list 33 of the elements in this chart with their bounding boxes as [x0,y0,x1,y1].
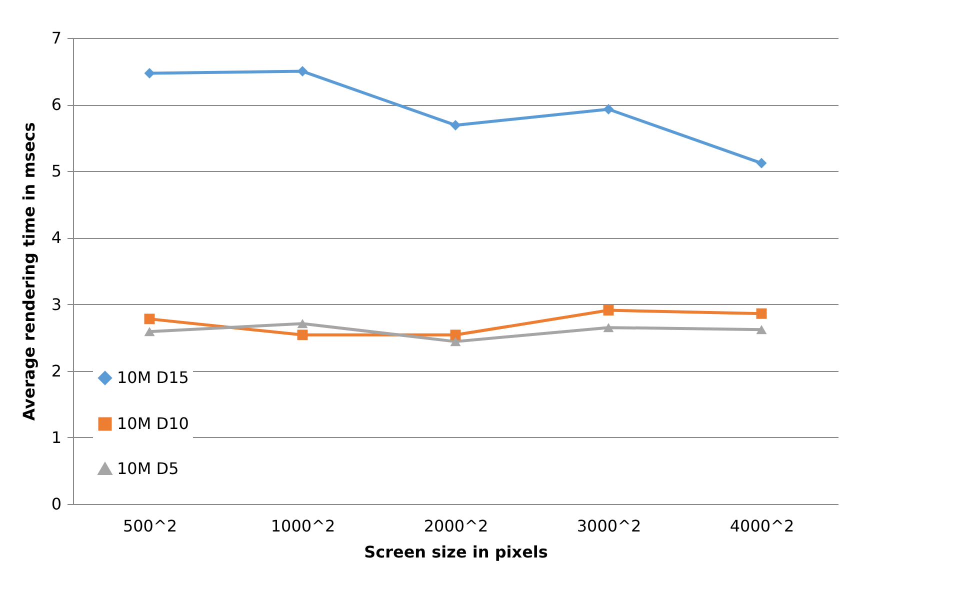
y-tick-label: 3 [51,294,62,314]
y-tick-label: 0 [51,494,62,514]
point [756,325,767,334]
x-tick-label: 500^2 [122,516,178,536]
x-tick-label: 2000^2 [424,516,488,536]
point [450,337,461,346]
point [756,158,767,168]
legend-label: 10M D5 [117,459,179,478]
y-tick-label: 4 [51,228,62,248]
y-tick-label: 5 [51,162,62,181]
y-tick-label: 2 [51,361,62,380]
point [297,66,308,77]
y-tick-label: 6 [51,95,62,114]
y-tick-label: 7 [51,28,62,48]
legend-label: 10M D15 [117,368,189,387]
point [603,305,614,316]
legend-label: 10M D10 [117,414,189,433]
x-axis-title: Screen size in pixels [364,542,548,562]
y-axis-title: Average rendering time in msecs [19,122,38,421]
y-tick-label: 1 [51,428,62,447]
point [450,330,461,340]
point [144,327,155,336]
x-tick-label: 1000^2 [270,516,336,536]
point [144,68,155,79]
point [756,308,767,319]
x-tick-label: 4000^2 [730,516,794,536]
point [603,323,614,332]
point [144,314,155,324]
point [297,330,308,340]
point [450,120,461,130]
point [297,319,308,328]
x-tick-label: 3000^2 [576,516,642,536]
point [603,104,614,114]
